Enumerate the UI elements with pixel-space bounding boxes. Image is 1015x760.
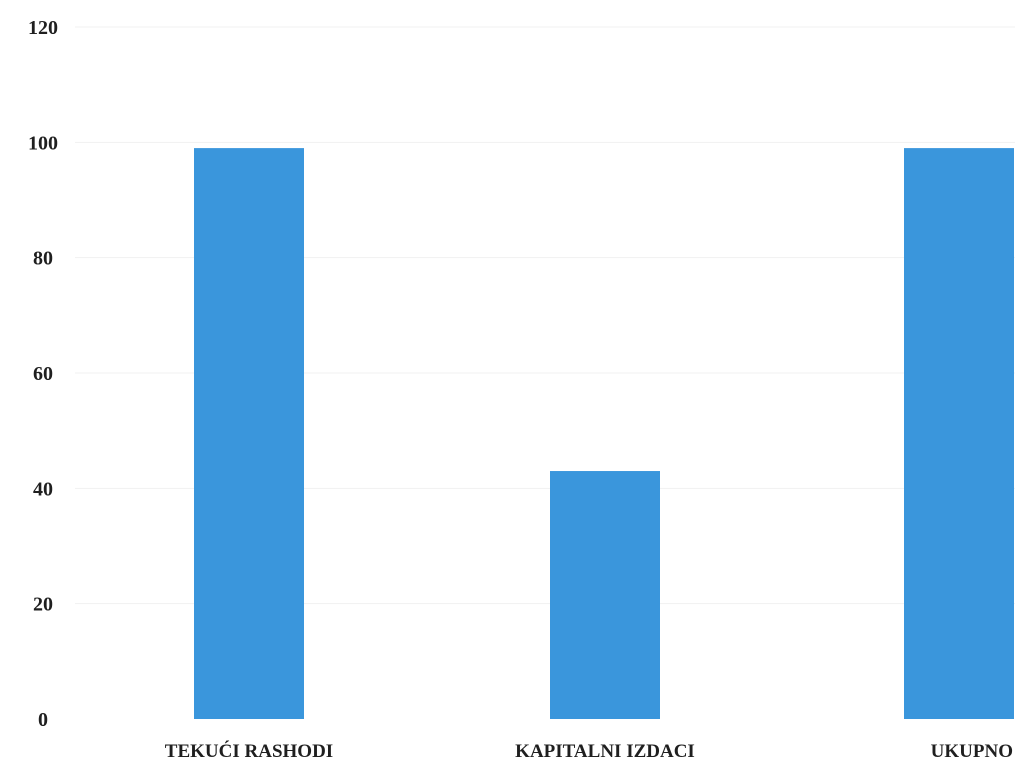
bar (194, 148, 304, 720)
y-tick-label: 20 (33, 594, 53, 616)
x-category-label: UKUPNO (931, 741, 1013, 760)
x-axis: TEKUĆI RASHODI KAPITALNI IZDACI UKUPNO (165, 740, 1013, 760)
bar (904, 148, 1014, 720)
y-tick-label: 0 (38, 709, 48, 731)
x-category-label: KAPITALNI IZDACI (515, 741, 695, 760)
x-category-label: TEKUĆI RASHODI (165, 740, 333, 760)
bar (550, 471, 660, 719)
bars (194, 148, 1014, 720)
y-tick-label: 60 (33, 363, 53, 385)
y-tick-label: 100 (28, 132, 58, 154)
y-tick-label: 80 (33, 248, 53, 270)
y-axis: 0 20 40 60 80 100 120 (28, 17, 58, 731)
y-tick-label: 120 (28, 17, 58, 39)
y-tick-label: 40 (33, 478, 53, 500)
